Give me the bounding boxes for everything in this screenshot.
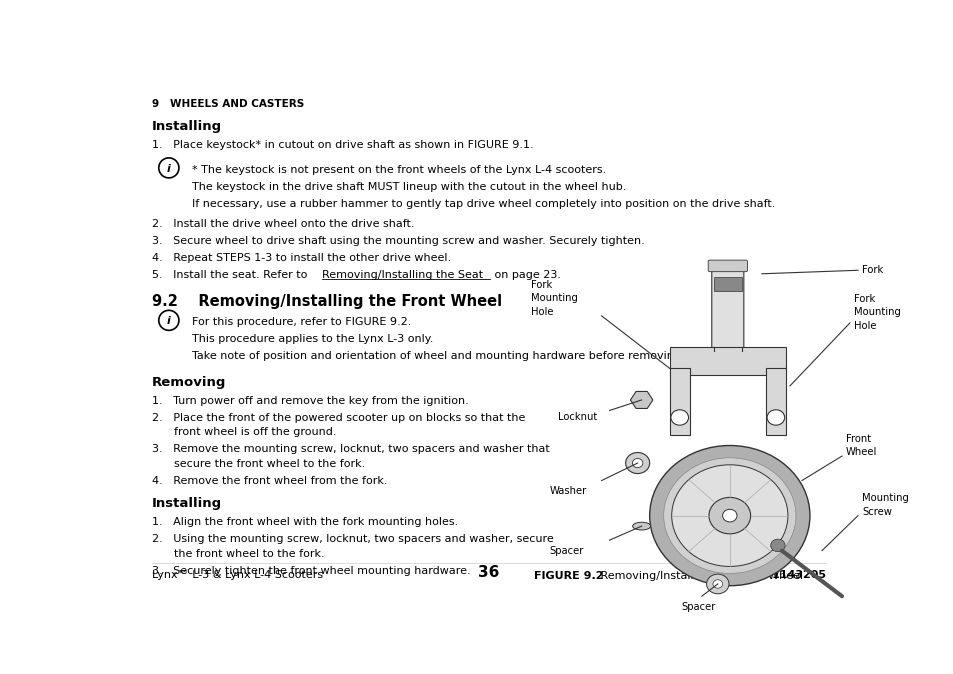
Text: Take note of position and orientation of wheel and mounting hardware before remo: Take note of position and orientation of… bbox=[192, 351, 684, 361]
Circle shape bbox=[712, 580, 721, 588]
Circle shape bbox=[708, 497, 750, 534]
Text: Fork
Mounting
Hole: Fork Mounting Hole bbox=[853, 294, 900, 330]
Text: The keystock in the drive shaft MUST lineup with the cutout in the wheel hub.: The keystock in the drive shaft MUST lin… bbox=[192, 182, 626, 191]
Ellipse shape bbox=[632, 522, 650, 530]
Text: Part No. 1143205: Part No. 1143205 bbox=[717, 570, 825, 580]
Text: Lynx™ L-3 & Lynx L-4 Scooters: Lynx™ L-3 & Lynx L-4 Scooters bbox=[152, 570, 322, 580]
Text: Fork
Mounting
Hole: Fork Mounting Hole bbox=[531, 280, 578, 317]
FancyBboxPatch shape bbox=[713, 277, 741, 291]
Text: Installing: Installing bbox=[152, 120, 222, 133]
Text: If necessary, use a rubber hammer to gently tap drive wheel completely into posi: If necessary, use a rubber hammer to gen… bbox=[192, 199, 775, 209]
Text: 1.   Place keystock* in cutout on drive shaft as shown in FIGURE 9.1.: 1. Place keystock* in cutout on drive sh… bbox=[152, 140, 533, 150]
Text: i: i bbox=[167, 164, 171, 174]
Text: Washer: Washer bbox=[549, 486, 586, 496]
FancyBboxPatch shape bbox=[711, 262, 743, 353]
Text: 2.   Using the mounting screw, locknut, two spacers and washer, secure: 2. Using the mounting screw, locknut, tw… bbox=[152, 534, 553, 545]
Text: 9.2    Removing/Installing the Front Wheel: 9.2 Removing/Installing the Front Wheel bbox=[152, 294, 501, 309]
Text: 1.   Align the front wheel with the fork mounting holes.: 1. Align the front wheel with the fork m… bbox=[152, 518, 457, 528]
Text: Mounting
Screw: Mounting Screw bbox=[862, 493, 908, 517]
FancyBboxPatch shape bbox=[765, 369, 785, 435]
Text: the front wheel to the fork.: the front wheel to the fork. bbox=[173, 549, 324, 559]
Circle shape bbox=[663, 458, 795, 574]
Text: 3.   Securely tighten the front wheel mounting hardware.: 3. Securely tighten the front wheel moun… bbox=[152, 566, 470, 576]
Text: Locknut: Locknut bbox=[557, 412, 597, 423]
FancyBboxPatch shape bbox=[669, 347, 785, 375]
FancyBboxPatch shape bbox=[669, 369, 689, 435]
Text: i: i bbox=[167, 316, 171, 326]
Text: 2.   Place the front of the powered scooter up on blocks so that the: 2. Place the front of the powered scoote… bbox=[152, 412, 524, 423]
Circle shape bbox=[770, 539, 784, 552]
Text: 3.   Secure wheel to drive shaft using the mounting screw and washer. Securely t: 3. Secure wheel to drive shaft using the… bbox=[152, 236, 644, 245]
Text: Removing/Installing the Front Wheel: Removing/Installing the Front Wheel bbox=[589, 571, 802, 580]
Circle shape bbox=[632, 458, 642, 468]
Text: * The keystock is not present on the front wheels of the Lynx L-4 scooters.: * The keystock is not present on the fro… bbox=[192, 165, 606, 175]
Text: Installing: Installing bbox=[152, 497, 222, 510]
Circle shape bbox=[625, 452, 649, 474]
Circle shape bbox=[671, 465, 787, 566]
Text: 4.   Repeat STEPS 1-3 to install the other drive wheel.: 4. Repeat STEPS 1-3 to install the other… bbox=[152, 253, 451, 263]
Text: Removing/Installing the Seat: Removing/Installing the Seat bbox=[322, 270, 483, 280]
Text: 9   WHEELS AND CASTERS: 9 WHEELS AND CASTERS bbox=[152, 98, 304, 109]
Text: 4.   Remove the front wheel from the fork.: 4. Remove the front wheel from the fork. bbox=[152, 476, 387, 486]
Text: Fork: Fork bbox=[862, 266, 882, 275]
Text: For this procedure, refer to FIGURE 9.2.: For this procedure, refer to FIGURE 9.2. bbox=[192, 317, 411, 328]
Text: 36: 36 bbox=[477, 565, 499, 580]
Text: This procedure applies to the Lynx L-3 only.: This procedure applies to the Lynx L-3 o… bbox=[192, 334, 433, 344]
Text: 5.   Install the seat. Refer to: 5. Install the seat. Refer to bbox=[152, 270, 311, 280]
Text: FIGURE 9.2: FIGURE 9.2 bbox=[534, 571, 602, 580]
Text: front wheel is off the ground.: front wheel is off the ground. bbox=[173, 427, 335, 437]
Text: 2.   Install the drive wheel onto the drive shaft.: 2. Install the drive wheel onto the driv… bbox=[152, 218, 414, 228]
Text: 3.   Remove the mounting screw, locknut, two spacers and washer that: 3. Remove the mounting screw, locknut, t… bbox=[152, 444, 549, 454]
Circle shape bbox=[706, 574, 728, 594]
Circle shape bbox=[721, 510, 737, 522]
Text: secure the front wheel to the fork.: secure the front wheel to the fork. bbox=[173, 459, 364, 469]
FancyBboxPatch shape bbox=[707, 260, 746, 272]
Text: on page 23.: on page 23. bbox=[491, 270, 560, 280]
Text: Spacer: Spacer bbox=[549, 546, 583, 555]
Text: Front
Wheel: Front Wheel bbox=[845, 434, 877, 457]
Text: 1.   Turn power off and remove the key from the ignition.: 1. Turn power off and remove the key fro… bbox=[152, 396, 468, 406]
Circle shape bbox=[766, 410, 784, 425]
Circle shape bbox=[670, 410, 688, 425]
Text: Removing: Removing bbox=[152, 376, 226, 389]
Circle shape bbox=[649, 446, 809, 586]
Text: Spacer: Spacer bbox=[681, 602, 716, 612]
